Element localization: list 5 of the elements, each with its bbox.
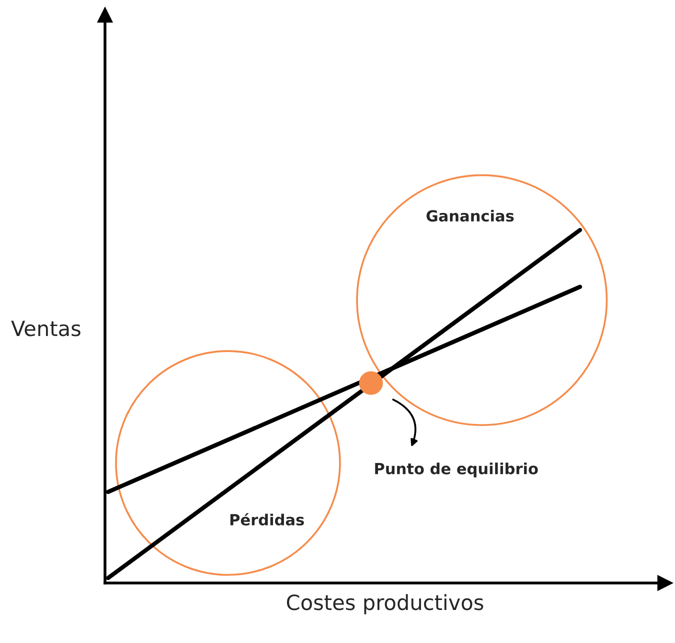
text: Ganancias bbox=[426, 210, 514, 222]
annotation: Pérdidas bbox=[230, 513, 304, 526]
x-axis-title: Costes productivos bbox=[286, 594, 484, 614]
annotation: Punto de equilibrio bbox=[375, 462, 538, 478]
y-axis-title: Ventas bbox=[11, 320, 80, 336]
